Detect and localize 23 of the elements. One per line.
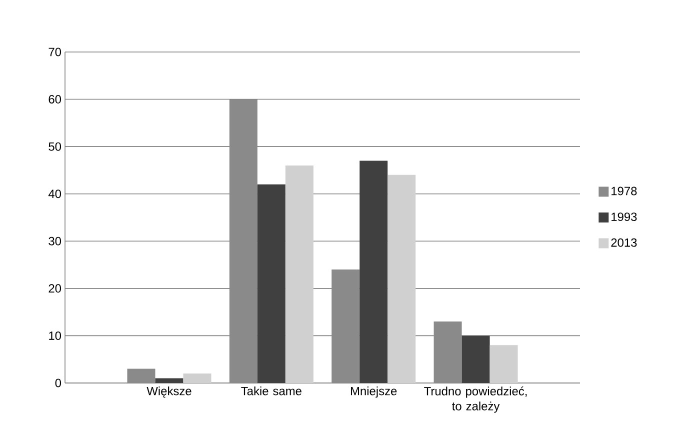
y-tick-label: 70 <box>48 48 62 56</box>
y-tick-label: 60 <box>48 95 62 104</box>
y-tick-label: 50 <box>48 142 62 151</box>
x-tick-label: Większe <box>146 386 192 398</box>
bar <box>257 184 286 383</box>
x-tick-label: Trudno powiedzieć, to zależy <box>424 386 527 413</box>
bar <box>285 165 314 383</box>
legend-label: 1993 <box>612 212 637 222</box>
y-tick-label: 0 <box>55 378 62 388</box>
y-tick-label: 10 <box>49 331 62 340</box>
x-tick-label: Takie same <box>241 386 302 396</box>
legend-label: 2013 <box>611 238 637 247</box>
bar <box>360 160 388 383</box>
legend-label: 1978 <box>612 186 637 196</box>
bar <box>462 336 490 383</box>
y-tick-label: 40 <box>48 190 62 198</box>
bar <box>183 374 212 383</box>
x-tick-label: Mniejsze <box>350 386 397 398</box>
y-tick-label: 20 <box>48 284 62 293</box>
bar <box>490 345 518 383</box>
y-tick-label: 30 <box>48 236 62 246</box>
bar <box>388 174 416 383</box>
bar <box>155 378 184 383</box>
